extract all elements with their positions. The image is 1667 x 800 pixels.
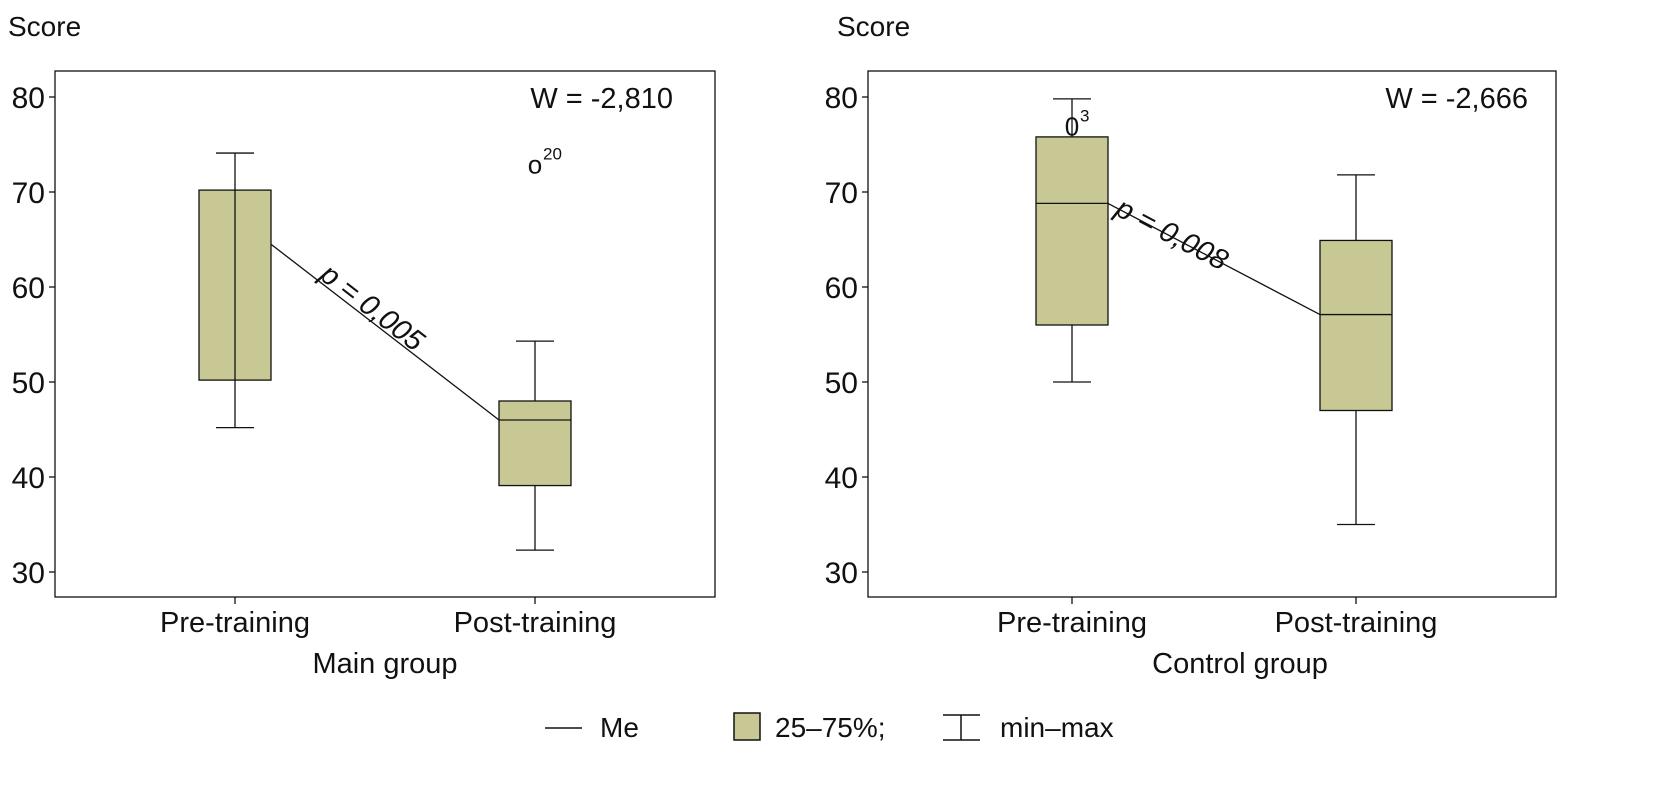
- x-tick-label: Post-training: [454, 607, 617, 639]
- chart-panel-1: Score 30 40 50 60 70 80 Pre-training Post-traini…: [8, 11, 716, 680]
- y-tick-label: 70: [12, 177, 45, 210]
- p-value-annotation: p = 0,008: [1109, 192, 1233, 277]
- legend-whisker-swatch: [943, 714, 980, 741]
- outlier-case-id: 3: [1080, 107, 1089, 126]
- outlier-case-id: 20: [543, 145, 562, 164]
- y-axis-title: Score: [8, 11, 81, 42]
- x-axis-title: Main group: [312, 648, 457, 680]
- y-tick-label: 80: [12, 82, 45, 115]
- iqr-box: [1035, 136, 1109, 326]
- y-tick-label: 60: [825, 272, 858, 305]
- y-tick-label: 50: [12, 367, 45, 400]
- median-connector-line: [1107, 202, 1321, 316]
- legend-median-label: Me: [600, 712, 639, 743]
- legend: Me 25–75%; min–max: [0, 700, 1667, 760]
- outlier-marker: o: [528, 150, 542, 180]
- y-axis-title: Score: [837, 11, 910, 42]
- iqr-box: [498, 400, 572, 487]
- p-value-annotation: p = 0,005: [313, 257, 430, 358]
- x-tick-label: Post-training: [1275, 607, 1438, 639]
- x-axis-title: Control group: [1152, 648, 1328, 680]
- x-tick-label: Pre-training: [997, 607, 1147, 639]
- w-statistic-annotation: W = -2,666: [1385, 83, 1528, 115]
- w-statistic-annotation: W = -2,810: [530, 83, 673, 115]
- outlier-marker: 0: [1065, 112, 1079, 142]
- y-tick-label: 50: [825, 367, 858, 400]
- box-post-training: [1319, 174, 1393, 526]
- legend-whisker-label: min–max: [1000, 712, 1114, 743]
- chart-panel-2: Score 30 40 50 60 70 80 Pre-training Post-traini…: [825, 11, 1557, 680]
- y-tick-label: 80: [825, 82, 858, 115]
- box-pre-training: [198, 152, 272, 429]
- y-tick-label: 30: [825, 557, 858, 590]
- plot-frame: [54, 70, 716, 598]
- y-tick-label: 40: [12, 462, 45, 495]
- box-pre-training: [1035, 98, 1109, 383]
- x-tick-label: Pre-training: [160, 607, 310, 639]
- y-tick-label: 60: [12, 272, 45, 305]
- legend-box-label: 25–75%;: [775, 712, 886, 743]
- median-connector-line: [270, 243, 500, 421]
- y-tick-label: 30: [12, 557, 45, 590]
- iqr-box: [1319, 239, 1393, 412]
- plot-frame: [867, 70, 1557, 598]
- y-tick-label: 40: [825, 462, 858, 495]
- y-tick-label: 70: [825, 177, 858, 210]
- box-post-training: [498, 340, 572, 551]
- legend-box-swatch: [733, 712, 761, 741]
